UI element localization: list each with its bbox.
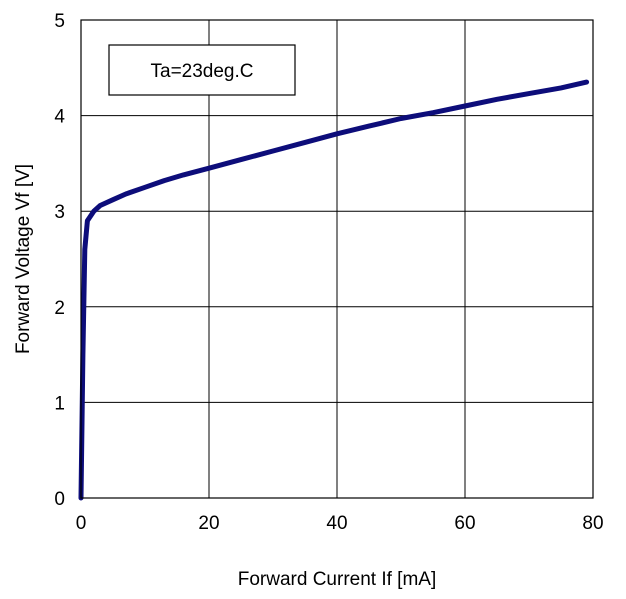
series-layer	[78, 79, 590, 501]
y-tick-labels: 0 1 2 3 4 5	[54, 11, 65, 510]
y-axis-label: Forward Voltage Vf [V]	[13, 164, 34, 354]
x-tick-label: 80	[582, 513, 603, 534]
x-tick-label: 60	[454, 513, 475, 534]
x-tick-label: 40	[326, 513, 347, 534]
x-tick-labels: 0 20 40 60 80	[76, 513, 604, 534]
annotation-box: Ta=23deg.C	[108, 44, 296, 96]
y-tick-label: 2	[54, 298, 65, 319]
annotation-text: Ta=23deg.C	[151, 61, 254, 82]
x-axis-label: Forward Current If [mA]	[238, 569, 437, 590]
y-tick-label: 0	[54, 489, 65, 510]
plot-frame	[80, 19, 594, 499]
grid-lines	[81, 20, 593, 498]
y-tick-label: 4	[54, 107, 65, 128]
y-tick-label: 3	[54, 202, 65, 223]
y-tick-label: 5	[54, 11, 65, 32]
series-line-vf	[78, 79, 590, 501]
y-tick-label: 1	[54, 393, 65, 414]
x-tick-label: 20	[198, 513, 219, 534]
x-tick-label: 0	[76, 513, 87, 534]
